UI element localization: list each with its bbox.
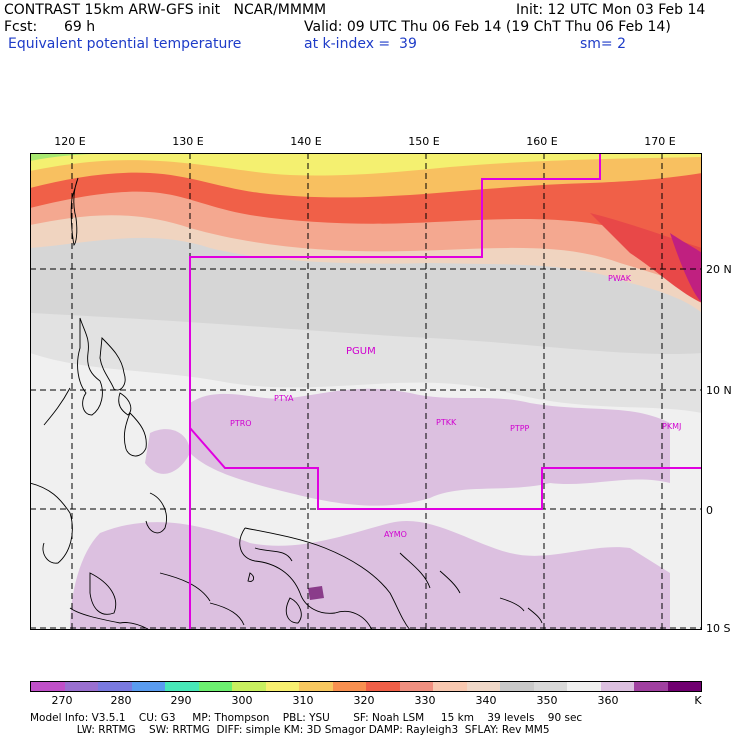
lon-label: 120 E xyxy=(54,135,86,148)
nested-domain-boundary xyxy=(189,153,601,630)
colorbar-tick-label: 340 xyxy=(475,694,497,707)
level-info: at k-index = 39 xyxy=(304,36,417,52)
station-label: PKMJ xyxy=(662,422,682,431)
map-panel xyxy=(30,153,702,630)
nested-domain-boundary xyxy=(189,427,702,510)
colorbar-swatch xyxy=(198,682,232,691)
forecast-hour: 69 h xyxy=(64,19,96,35)
colorbar-swatch xyxy=(600,682,634,691)
station-label: PTKK xyxy=(436,418,457,427)
station-label: AYMO xyxy=(384,530,407,539)
theta-e-355-region xyxy=(30,313,702,413)
station-label: PTRO xyxy=(230,419,252,428)
coastlines xyxy=(30,177,543,630)
theta-e-high-region xyxy=(590,213,702,303)
lon-label: 140 E xyxy=(290,135,322,148)
colorbar-swatch xyxy=(332,682,366,691)
colorbar-unit: K xyxy=(694,694,702,707)
model-info-line1: Model Info: V3.5.1 CU: G3 MP: Thompson P… xyxy=(30,712,583,724)
colorbar-swatch xyxy=(433,682,467,691)
field-name: Equivalent potential temperature xyxy=(8,36,242,52)
colorbar-tick-label: 320 xyxy=(353,694,375,707)
colorbar-swatch xyxy=(366,682,400,691)
colorbar-swatch xyxy=(98,682,132,691)
colorbar-tick-label: 350 xyxy=(536,694,558,707)
theta-e-360-region xyxy=(190,388,670,506)
map-frame xyxy=(30,153,702,630)
colorbar-swatch xyxy=(399,682,433,691)
theta-e-peak-region xyxy=(670,233,702,303)
model-title: CONTRAST 15km ARW-GFS init NCAR/MMMM xyxy=(4,2,327,18)
forecast-label: Fcst: xyxy=(4,19,38,35)
colorbar-swatch xyxy=(466,682,500,691)
colorbar-swatch xyxy=(232,682,266,691)
colorbar-swatch xyxy=(667,682,701,691)
lat-label: 10 N xyxy=(706,384,732,397)
theta-e-310-region xyxy=(30,153,702,176)
colorbar-swatch xyxy=(131,682,165,691)
colorbar-tick-label: 360 xyxy=(597,694,619,707)
colorbar-swatch xyxy=(533,682,567,691)
theta-e-peak-region xyxy=(308,586,324,600)
lat-label: 20 N xyxy=(706,263,732,276)
lon-label: 170 E xyxy=(644,135,676,148)
colorbar-swatch xyxy=(500,682,534,691)
colorbar-tick-label: 300 xyxy=(231,694,253,707)
colorbar-swatch xyxy=(567,682,601,691)
valid-time: Valid: 09 UTC Thu 06 Feb 14 (19 ChT Thu … xyxy=(304,19,671,35)
colorbar-swatch xyxy=(165,682,199,691)
lon-label: 150 E xyxy=(408,135,440,148)
colorbar-tick-label: 330 xyxy=(414,694,436,707)
colorbar-swatch xyxy=(634,682,668,691)
colorbar-swatch xyxy=(299,682,333,691)
colorbar-tick-label: 290 xyxy=(170,694,192,707)
colorbar-tick-label: 270 xyxy=(51,694,73,707)
lat-label: 10 S xyxy=(706,622,731,635)
lon-label: 160 E xyxy=(526,135,558,148)
station-label: PTYA xyxy=(274,394,294,403)
station-label: PTPP xyxy=(510,424,530,433)
theta-e-360-region xyxy=(70,520,670,630)
colorbar-tick-label: 310 xyxy=(292,694,314,707)
colorbar xyxy=(30,681,702,692)
lon-label: 130 E xyxy=(172,135,204,148)
lat-label: 0 xyxy=(706,504,713,517)
theta-e-360-region xyxy=(145,429,190,474)
model-info-line2: LW: RRTMG SW: RRTMG DIFF: simple KM: 3D … xyxy=(30,724,550,736)
theta-e-300-region xyxy=(30,153,130,161)
station-label: PWAK xyxy=(608,274,632,283)
smoothing-info: sm= 2 xyxy=(580,36,627,52)
station-label: PGUM xyxy=(346,346,376,357)
init-time: Init: 12 UTC Mon 03 Feb 14 xyxy=(516,2,706,18)
colorbar-swatch xyxy=(31,682,65,691)
colorbar-swatch xyxy=(64,682,98,691)
colorbar-tick-label: 280 xyxy=(110,694,132,707)
colorbar-swatch xyxy=(265,682,299,691)
